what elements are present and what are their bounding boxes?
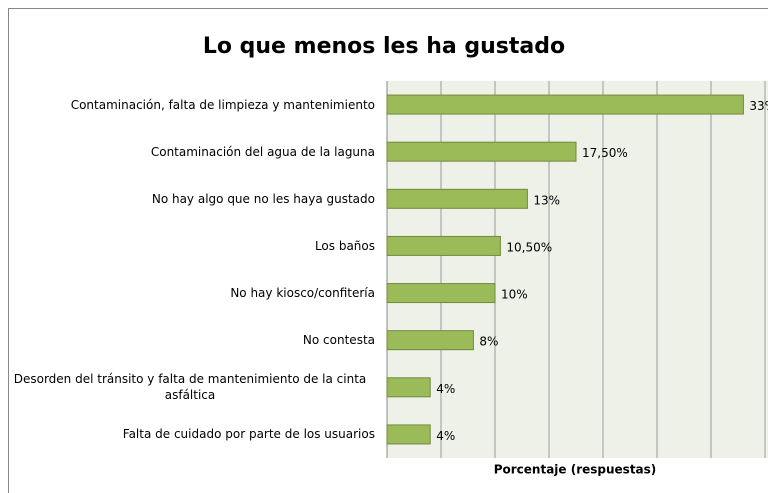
y-tick-label: Contaminación del agua de la laguna — [5, 144, 375, 160]
bar — [386, 377, 431, 398]
bar — [386, 424, 431, 445]
data-label: 4% — [436, 429, 455, 443]
y-tick-label: No contesta — [5, 332, 375, 348]
category-text: Contaminación, falta de limpieza y mante… — [70, 97, 375, 112]
bar — [386, 283, 496, 304]
category-text: Contaminación del agua de la laguna — [150, 144, 375, 159]
y-tick-label: Contaminación, falta de limpieza y mante… — [5, 97, 375, 113]
y-tick-label: No hay kiosco/confitería — [5, 285, 375, 301]
data-label: 17,50% — [582, 146, 628, 160]
y-tick-label: Los baños — [5, 238, 375, 254]
bar — [386, 94, 744, 115]
x-axis-title: Porcentaje (respuestas) — [494, 463, 657, 477]
bar — [386, 141, 577, 162]
data-label: 10,50% — [506, 240, 552, 254]
y-tick-label: Falta de cuidado por parte de los usuari… — [5, 426, 375, 442]
category-text: Desorden del tránsito y falta de manteni… — [13, 372, 367, 403]
data-label: 8% — [479, 335, 498, 349]
category-text: No hay algo que no les haya gustado — [151, 191, 375, 206]
bar — [386, 330, 474, 351]
category-text: No contesta — [302, 333, 375, 348]
chart-title: Lo que menos les ha gustado — [203, 34, 565, 59]
data-label: 33% — [749, 99, 768, 113]
bar — [386, 188, 528, 209]
category-text: Los baños — [314, 238, 375, 253]
category-text: Falta de cuidado por parte de los usuari… — [122, 427, 375, 442]
bar — [386, 235, 501, 256]
data-label: 10% — [501, 288, 528, 302]
data-label: 4% — [436, 382, 455, 396]
data-label: 13% — [533, 193, 560, 207]
y-tick-label: Desorden del tránsito y falta de manteni… — [5, 371, 375, 403]
y-tick-label: No hay algo que no les haya gustado — [5, 191, 375, 207]
category-text: No hay kiosco/confitería — [230, 286, 375, 301]
